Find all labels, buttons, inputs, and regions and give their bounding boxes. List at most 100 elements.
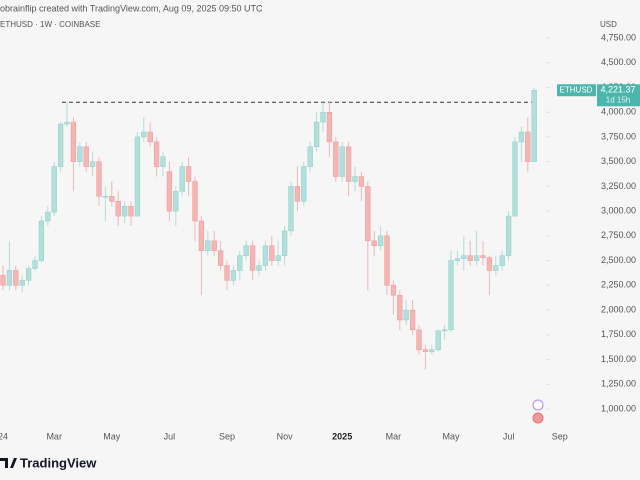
- candle-body: [115, 200, 121, 217]
- candle-body: [493, 265, 499, 271]
- x-tick-label: 2025: [332, 431, 352, 441]
- candle-body: [249, 245, 256, 271]
- candle-body: [134, 136, 141, 217]
- y-tick-label: 2,000.00: [601, 304, 636, 314]
- candle-body: [57, 123, 64, 167]
- logo-icon: [0, 458, 17, 468]
- candle-body: [339, 146, 345, 177]
- candle-body: [435, 330, 441, 350]
- y-tick-label: 4,500.00: [601, 57, 636, 67]
- brand: TradingView: [20, 455, 97, 470]
- candle-body: [166, 171, 173, 212]
- candle-body: [525, 131, 531, 162]
- candle-body: [205, 240, 211, 251]
- candle-body: [102, 196, 109, 198]
- candle-body: [531, 90, 537, 162]
- candle-body: [448, 260, 454, 331]
- y-tick-label: 4,750.00: [601, 32, 636, 42]
- candle-body: [147, 131, 153, 143]
- candle-body: [454, 258, 461, 261]
- candle-body: [121, 205, 128, 217]
- candle-body: [38, 220, 45, 261]
- candle-body: [198, 220, 205, 251]
- candle-body: [32, 260, 38, 269]
- credit: obrainflip created with TradingView.com,…: [0, 3, 263, 13]
- candle-body: [365, 186, 371, 242]
- candle-body: [0, 275, 6, 286]
- candle-body: [377, 235, 384, 247]
- symbol-tag: ETHUSD: [560, 85, 593, 94]
- y-tick-label: 2,750.00: [601, 230, 636, 240]
- logo: [0, 458, 17, 468]
- price-box: [597, 84, 640, 107]
- candle-body: [397, 294, 403, 321]
- candle-body: [19, 280, 25, 286]
- candle-body: [441, 329, 448, 332]
- y-tick-label: 1,750.00: [601, 329, 636, 339]
- x-tick-label: May: [442, 431, 460, 441]
- candle-body: [224, 265, 230, 281]
- y-tick-label: 3,500.00: [601, 156, 636, 166]
- candle-body: [281, 230, 288, 256]
- candle-body: [173, 191, 179, 212]
- candle-body: [275, 255, 281, 261]
- candle-body: [217, 250, 224, 266]
- candle-body: [518, 131, 525, 143]
- candle-body: [77, 146, 83, 162]
- candle-body: [211, 240, 217, 251]
- candle-body: [313, 121, 320, 148]
- candle-body: [409, 309, 416, 331]
- symbol-tag-box: [557, 84, 596, 97]
- candle-body: [237, 255, 243, 271]
- candle-body: [45, 211, 51, 222]
- y-tick-label: 3,750.00: [601, 131, 636, 141]
- candle-body: [429, 349, 435, 352]
- y-tick-label: 2,500.00: [601, 255, 636, 265]
- candle-body: [96, 161, 102, 197]
- candle-body: [269, 245, 275, 261]
- candle-body: [64, 121, 70, 125]
- x-tick-label: Nov: [277, 431, 294, 441]
- x-tick-label: Jul: [164, 431, 176, 441]
- candle-body: [262, 245, 269, 266]
- candle-body: [83, 146, 89, 167]
- candle-body: [358, 176, 365, 187]
- candle-body: [185, 166, 192, 182]
- candle-body: [467, 255, 473, 261]
- countdown: 1d 15h: [606, 95, 630, 104]
- event-icon: [532, 412, 544, 424]
- candle-body: [13, 270, 19, 286]
- y-tick-label: 2,250.00: [601, 280, 636, 290]
- candle-body: [243, 245, 249, 256]
- candle-body: [326, 111, 333, 143]
- candle-body: [25, 268, 32, 281]
- candle-body: [294, 186, 301, 202]
- candle-body: [51, 166, 57, 213]
- y-tick-label: 3,250.00: [601, 181, 636, 191]
- candle-body: [461, 255, 467, 259]
- candle-body: [345, 146, 352, 182]
- candle-body: [403, 309, 409, 321]
- y-tick-label: 3,000.00: [601, 206, 636, 216]
- symbol: ETHUSD · 1W · COINBASE: [0, 20, 100, 29]
- x-tick-label: Sep: [219, 431, 235, 441]
- candle-body: [192, 181, 198, 222]
- candle-body: [109, 196, 115, 202]
- candle-body: [141, 131, 147, 138]
- x-tick-label: Mar: [386, 431, 402, 441]
- event-icon: [532, 399, 544, 411]
- candle-body: [89, 161, 96, 167]
- candle-body: [288, 186, 294, 232]
- candle-body: [256, 265, 262, 271]
- candle-body: [352, 176, 358, 182]
- candle-body: [416, 329, 422, 350]
- candle-body: [6, 270, 13, 286]
- candle-body: [384, 235, 390, 286]
- x-tick-label: Jul: [503, 431, 515, 441]
- candle-body: [486, 257, 493, 271]
- candle-body: [230, 270, 237, 281]
- x-tick-label: Mar: [46, 431, 62, 441]
- candle-body: [473, 255, 480, 261]
- candle-body: [371, 240, 377, 247]
